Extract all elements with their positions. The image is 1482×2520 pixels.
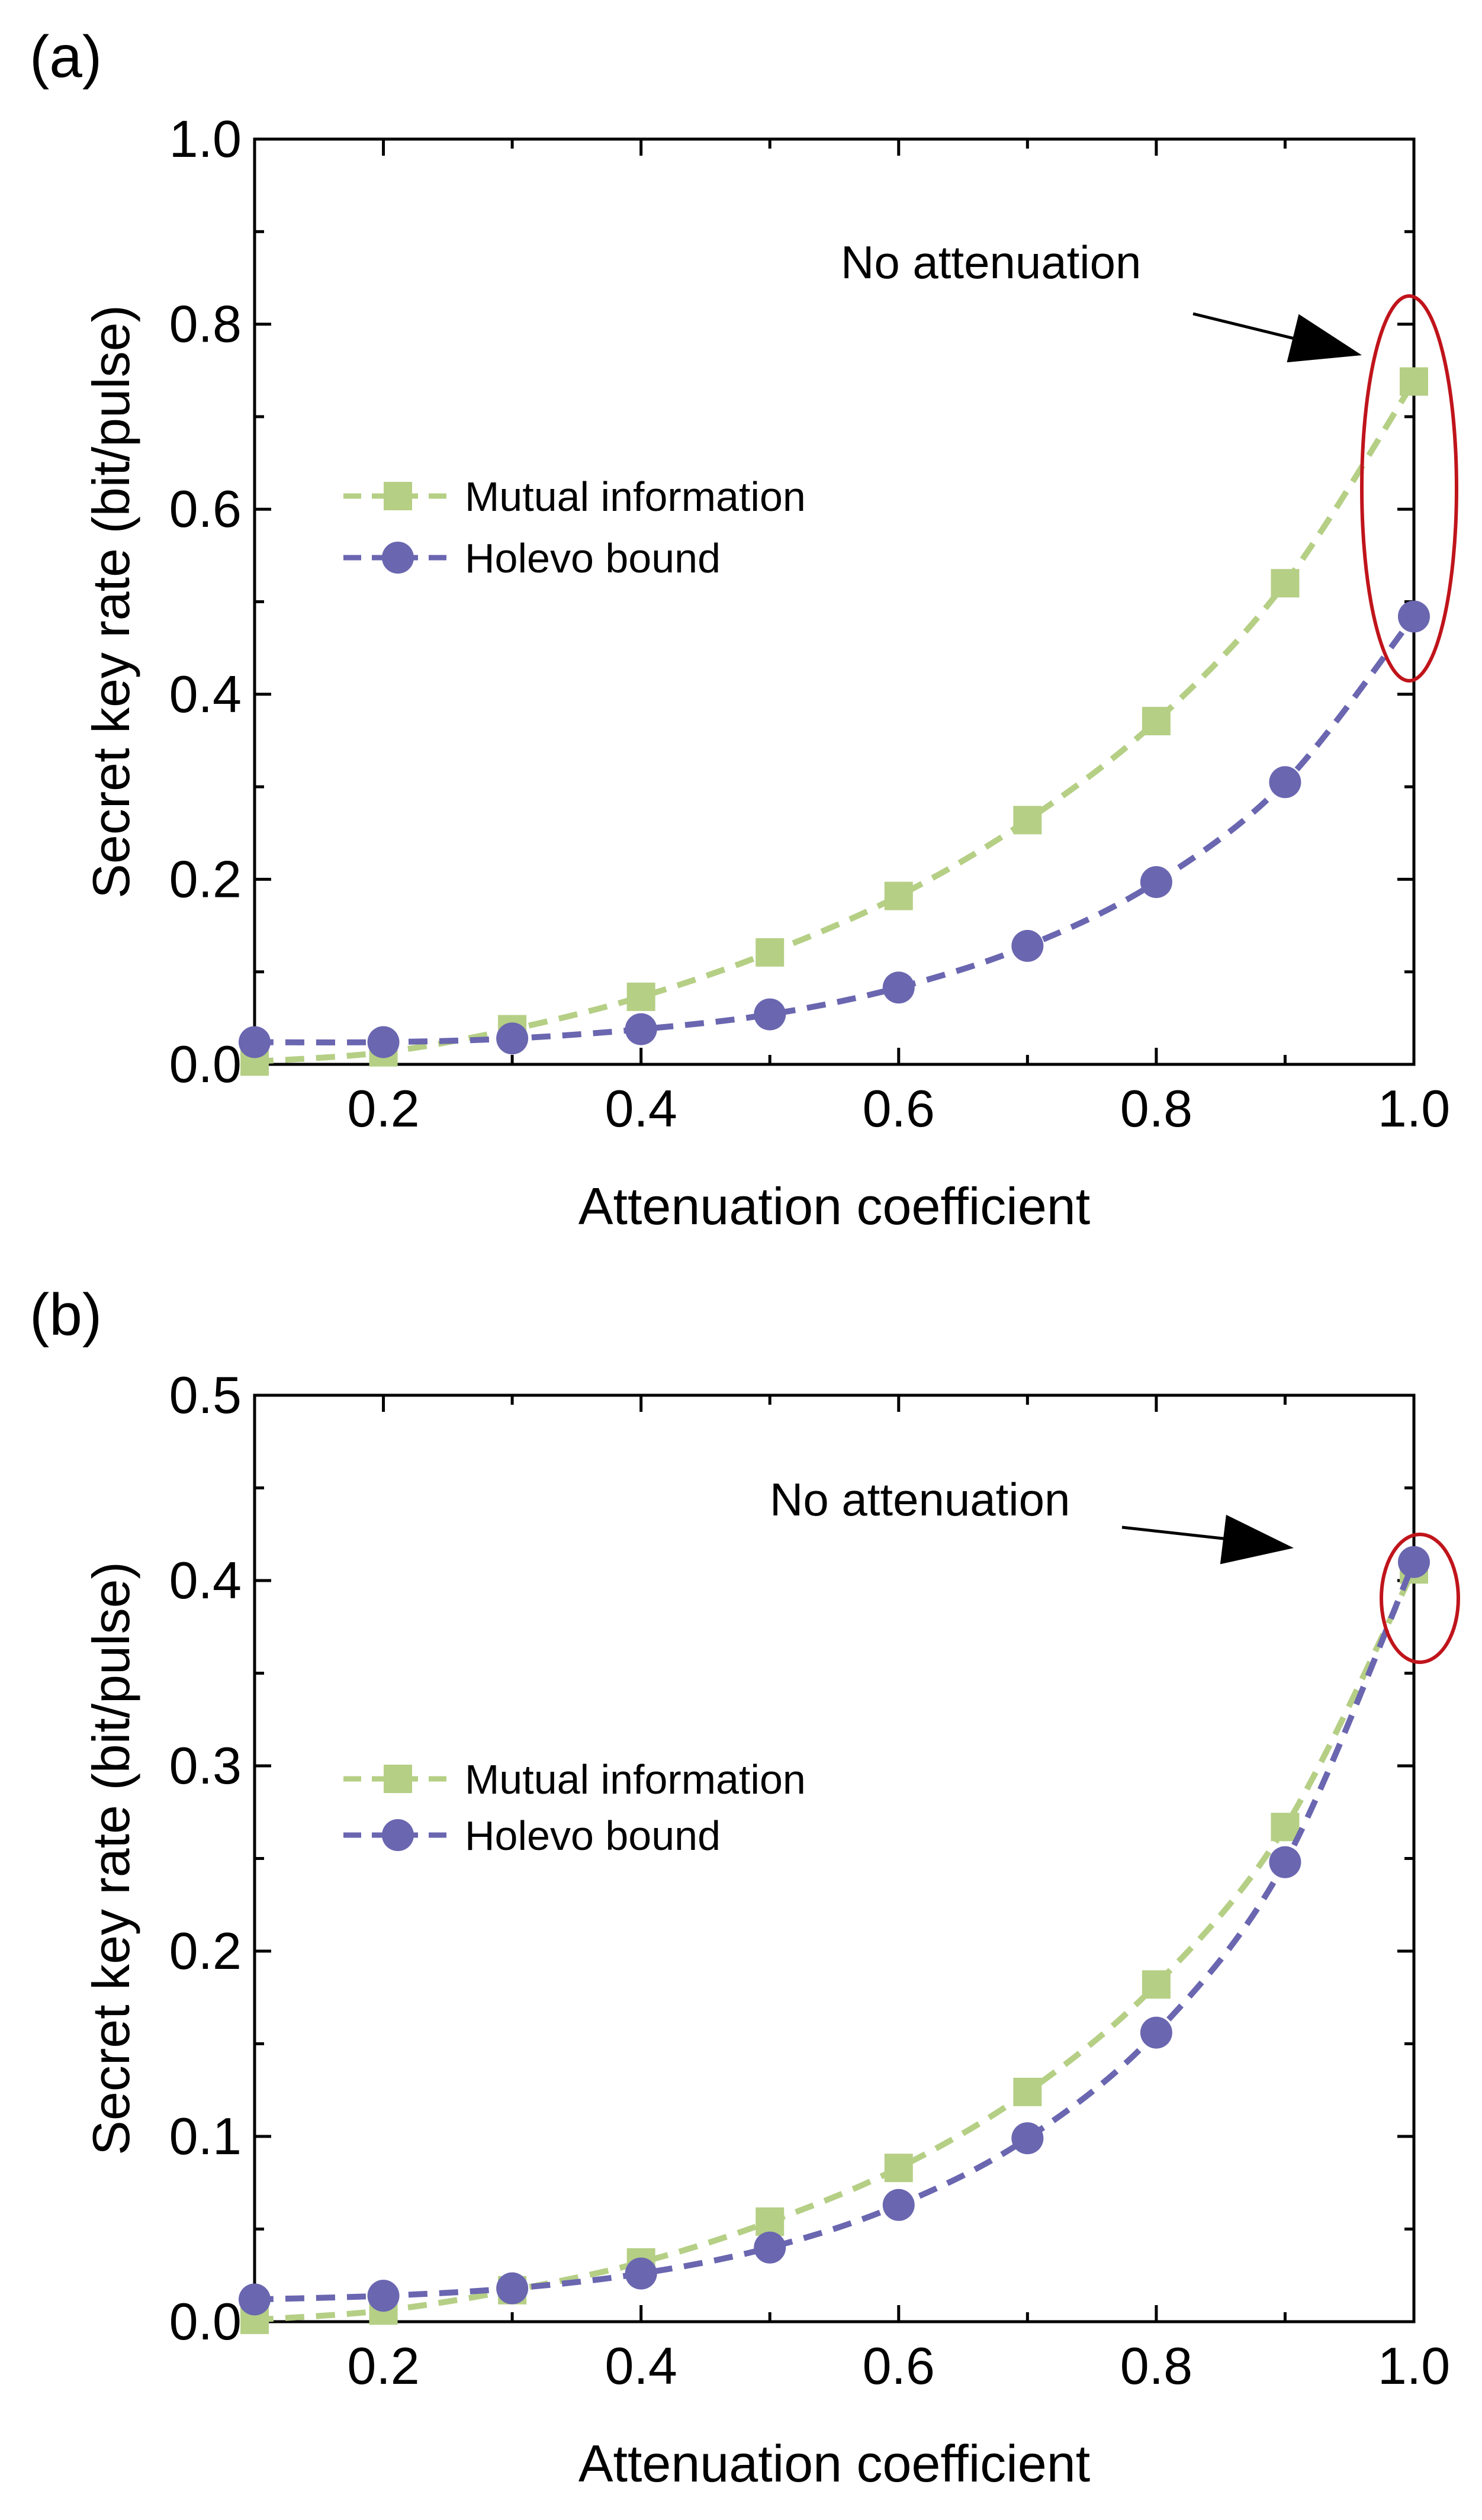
legend-label-holevo-bound: Holevo bound bbox=[465, 1813, 721, 1859]
x-axis-title: Attenuation coefficient bbox=[578, 2434, 1090, 2493]
data-point-holevo-bound bbox=[625, 1013, 657, 1045]
panel-label: (a) bbox=[30, 24, 102, 90]
y-tick-label: 0.1 bbox=[169, 2107, 242, 2165]
legend-marker-holevo-bound bbox=[382, 542, 414, 574]
legend-marker-holevo-bound bbox=[382, 1819, 414, 1851]
data-point-mutual-information bbox=[884, 2154, 913, 2183]
data-point-mutual-information bbox=[1142, 707, 1171, 736]
x-tick-label: 0.2 bbox=[347, 1079, 419, 1138]
data-point-holevo-bound bbox=[1140, 2016, 1172, 2049]
x-tick-label: 0.4 bbox=[605, 2336, 677, 2395]
x-tick-label: 0.6 bbox=[863, 2336, 935, 2395]
y-tick-label: 0.4 bbox=[169, 1551, 242, 1610]
y-axis-title: Secret key rate (bit/pulse) bbox=[82, 305, 140, 899]
data-point-holevo-bound bbox=[367, 2280, 400, 2312]
data-point-holevo-bound bbox=[882, 971, 915, 1004]
y-tick-label: 0.3 bbox=[169, 1736, 242, 1795]
data-point-mutual-information bbox=[756, 2207, 785, 2236]
chart-panel-a: (a) 0.2 0.4 0.6 0.8 1.0 0.0 0.2 0.4 0.6 0.8 1.0 Atte… bbox=[30, 24, 1458, 1235]
series-line-mutual-information bbox=[254, 1568, 1417, 2323]
chart-panel-b: (b) 0.2 0.4 0.6 0.8 1.0 0.0 0.1 0.2 0.3 0.4 0.5 Atte… bbox=[30, 1282, 1460, 2493]
y-tick-label: 0.0 bbox=[169, 2292, 242, 2351]
x-tick-label: 0.8 bbox=[1120, 1079, 1192, 1138]
legend-marker-mutual-information bbox=[384, 482, 412, 510]
legend-label-mutual-information: Mutual information bbox=[465, 1756, 806, 1803]
data-point-holevo-bound bbox=[1011, 929, 1044, 962]
data-point-holevo-bound bbox=[239, 2283, 271, 2316]
data-point-holevo-bound bbox=[496, 1022, 529, 1055]
y-tick-label: 0.8 bbox=[169, 295, 242, 353]
annotation-arrow-head bbox=[1220, 1514, 1294, 1565]
data-point-mutual-information bbox=[756, 938, 785, 967]
data-point-holevo-bound bbox=[754, 998, 786, 1031]
y-tick-label: 0.4 bbox=[169, 665, 242, 723]
y-tick-label: 0.0 bbox=[169, 1035, 242, 1093]
data-point-holevo-bound bbox=[367, 1026, 400, 1058]
data-point-holevo-bound bbox=[1269, 1846, 1301, 1878]
annotation-arrow-head bbox=[1287, 314, 1362, 363]
data-point-mutual-information bbox=[626, 982, 655, 1011]
x-tick-label: 0.4 bbox=[605, 1079, 677, 1138]
y-tick-label: 0.5 bbox=[169, 1366, 242, 1424]
series-line-holevo-bound bbox=[254, 614, 1416, 1045]
series-line-mutual-information bbox=[254, 379, 1417, 1065]
data-point-holevo-bound bbox=[1140, 866, 1172, 899]
legend-label-holevo-bound: Holevo bound bbox=[465, 535, 721, 581]
y-tick-label: 1.0 bbox=[169, 110, 242, 168]
x-tick-label: 1.0 bbox=[1378, 1079, 1450, 1138]
data-point-holevo-bound bbox=[754, 2231, 786, 2264]
data-point-holevo-bound bbox=[1398, 1546, 1430, 1578]
x-tick-label: 0.8 bbox=[1120, 2336, 1192, 2395]
data-point-holevo-bound bbox=[625, 2257, 657, 2290]
panel-label: (b) bbox=[30, 1282, 102, 1348]
series-line-holevo-bound bbox=[254, 1560, 1417, 2303]
data-point-mutual-information bbox=[1271, 569, 1300, 598]
annotation-text: No attenuation bbox=[841, 236, 1141, 288]
data-point-mutual-information bbox=[1013, 2077, 1042, 2106]
data-point-mutual-information bbox=[884, 881, 913, 910]
data-point-mutual-information bbox=[1013, 806, 1042, 835]
data-point-holevo-bound bbox=[1398, 600, 1430, 633]
data-point-holevo-bound bbox=[239, 1026, 271, 1058]
legend-label-mutual-information: Mutual information bbox=[465, 474, 806, 520]
data-point-mutual-information bbox=[1271, 1813, 1300, 1842]
highlight-ellipse bbox=[1360, 294, 1458, 683]
x-tick-label: 1.0 bbox=[1378, 2336, 1450, 2395]
data-point-holevo-bound bbox=[1269, 766, 1301, 799]
data-point-holevo-bound bbox=[1011, 2122, 1044, 2155]
x-tick-label: 0.2 bbox=[347, 2336, 419, 2395]
y-tick-label: 0.2 bbox=[169, 849, 242, 908]
data-point-mutual-information bbox=[1142, 1970, 1171, 1999]
y-tick-label: 0.2 bbox=[169, 1922, 242, 1980]
legend-marker-mutual-information bbox=[384, 1765, 412, 1793]
x-tick-label: 0.6 bbox=[863, 1079, 935, 1138]
x-axis-title: Attenuation coefficient bbox=[578, 1177, 1090, 1235]
data-point-mutual-information bbox=[1400, 367, 1428, 396]
annotation-text: No attenuation bbox=[770, 1473, 1070, 1525]
data-point-holevo-bound bbox=[882, 2188, 915, 2221]
highlight-ellipse bbox=[1380, 1533, 1460, 1664]
y-tick-label: 0.6 bbox=[169, 479, 242, 538]
data-point-holevo-bound bbox=[496, 2272, 529, 2305]
y-axis-title: Secret key rate (bit/pulse) bbox=[82, 1562, 140, 2155]
